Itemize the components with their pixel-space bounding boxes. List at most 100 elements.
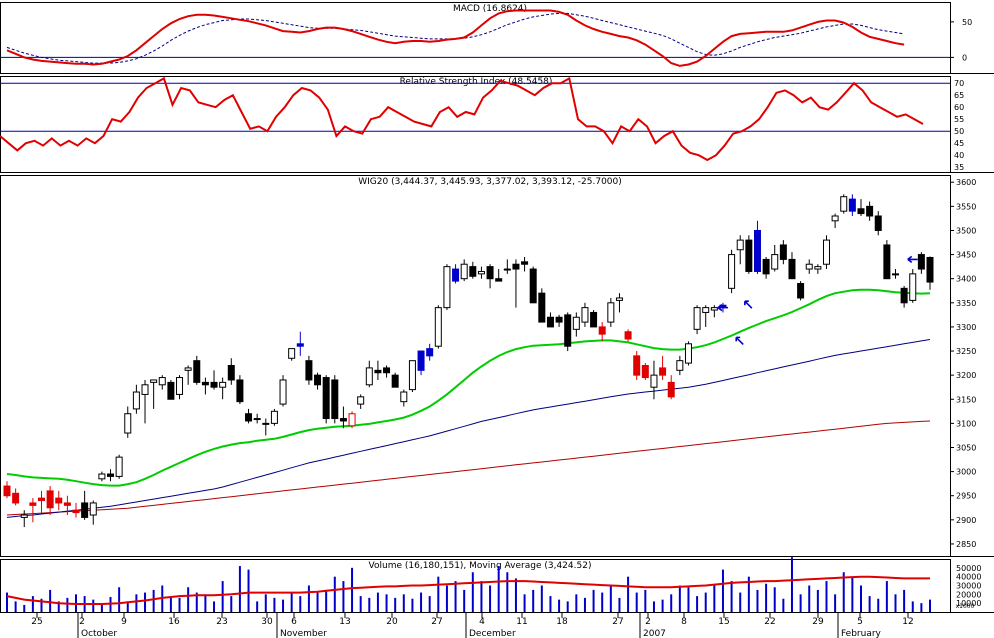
rsi-tick-label: 70: [954, 79, 964, 88]
candle-body: [348, 413, 356, 427]
rsi-tick-label: 65: [954, 91, 964, 100]
panel-frame: [0, 175, 951, 557]
candle-body: [270, 410, 278, 424]
candle-body: [538, 292, 546, 323]
candle-body: [253, 418, 261, 421]
candle-body: [512, 263, 520, 270]
x-tick-label: 5: [857, 617, 863, 627]
candle-body: [840, 196, 848, 212]
volume-unit-label: x1000: [956, 603, 975, 610]
candle-body: [866, 205, 874, 217]
rsi-title: Relative Strength Index (48.5458): [400, 77, 553, 87]
volume-tick-label: 30000: [956, 582, 981, 591]
price-tick-label: 2900: [956, 516, 976, 525]
month-label: 2007: [643, 629, 666, 638]
candle-body: [210, 381, 218, 388]
candle-body: [374, 369, 382, 374]
candle-body: [339, 418, 347, 422]
candle-body: [460, 263, 468, 280]
candle-body: [29, 502, 37, 506]
candle-body: [322, 377, 330, 420]
candle-body: [555, 316, 563, 323]
x-tick-label: 9: [121, 617, 127, 627]
candle-body: [132, 391, 140, 410]
signal-arrow: [735, 336, 744, 345]
candle-body: [814, 266, 822, 270]
candle-body: [20, 514, 28, 518]
candle-body: [546, 316, 554, 328]
price-tick-label: 3150: [956, 395, 976, 404]
candle-body: [822, 239, 830, 265]
candle-body: [874, 215, 882, 231]
candle-body: [417, 350, 425, 371]
volume-title: Volume (16,180,151), Moving Average (3,4…: [369, 561, 592, 571]
signal-arrow: [907, 255, 918, 264]
rsi-tick-label: 50: [954, 127, 964, 136]
candle-body: [659, 367, 667, 376]
candle-body: [753, 229, 761, 272]
candle-body: [883, 244, 891, 280]
candle-body: [46, 490, 54, 509]
volume-ma-line: [6, 575, 930, 605]
x-tick-label: 30: [261, 617, 273, 627]
candle-body: [676, 360, 684, 371]
candle-body: [909, 273, 917, 301]
price-tick-label: 2950: [956, 492, 976, 501]
x-tick-label: 15: [718, 617, 729, 627]
candle-body: [650, 374, 658, 388]
candle-body: [391, 374, 399, 388]
price-tick-label: 3050: [956, 443, 976, 452]
price-tick-label: 3250: [956, 347, 976, 356]
candle-body: [279, 379, 287, 405]
candle-body: [529, 268, 537, 304]
candle-body: [443, 266, 451, 309]
macd-tick-label: 0: [962, 53, 967, 62]
price-tick-label: 3200: [956, 371, 976, 380]
candle-body: [193, 360, 201, 383]
price-tick-label: 3300: [956, 323, 976, 332]
candle-body: [158, 377, 166, 386]
price-tick-label: 3500: [956, 226, 976, 235]
candle-body: [633, 355, 641, 376]
candle-body: [590, 311, 598, 328]
macd-panel: MACD (16.8624) 0 50: [0, 2, 972, 74]
price-tick-label: 3550: [956, 202, 976, 211]
candle-body: [503, 268, 511, 271]
x-tick-label: 4: [479, 617, 485, 627]
candle-body: [693, 307, 701, 330]
candle-body: [3, 485, 11, 497]
candle-body: [641, 365, 649, 379]
volume-tick-label: 20000: [956, 590, 981, 599]
month-label: February: [841, 629, 882, 638]
rsi-tick-label: 60: [954, 103, 964, 112]
candle-body: [63, 502, 71, 506]
candle-body: [331, 379, 339, 420]
macd-line: [6, 9, 905, 67]
macd-tick-label: 50: [962, 18, 972, 27]
x-tick-label: 6: [291, 617, 297, 627]
candle-body: [227, 365, 235, 381]
candle-body: [72, 509, 80, 514]
signal-arrow: [717, 303, 728, 312]
candle-body: [141, 384, 149, 395]
candle-body: [477, 270, 485, 275]
candle-body: [426, 348, 434, 357]
candle-body: [408, 360, 416, 391]
candle-body: [201, 381, 209, 386]
candle-body: [219, 381, 227, 388]
candle-body: [81, 502, 89, 518]
price-tick-label: 3600: [956, 178, 976, 187]
candle-body: [728, 254, 736, 289]
candle-body: [314, 374, 322, 386]
candle-body: [486, 266, 494, 280]
month-label: October: [81, 629, 117, 638]
price-tick-label: 3400: [956, 275, 976, 284]
candle-body: [702, 307, 710, 313]
candle-body: [857, 208, 865, 215]
x-tick-label: 27: [431, 617, 442, 627]
candle-body: [469, 266, 477, 277]
x-tick-label: 12: [902, 617, 913, 627]
candle-body: [788, 258, 796, 280]
candle-body: [400, 391, 408, 403]
candle-body: [615, 297, 623, 301]
